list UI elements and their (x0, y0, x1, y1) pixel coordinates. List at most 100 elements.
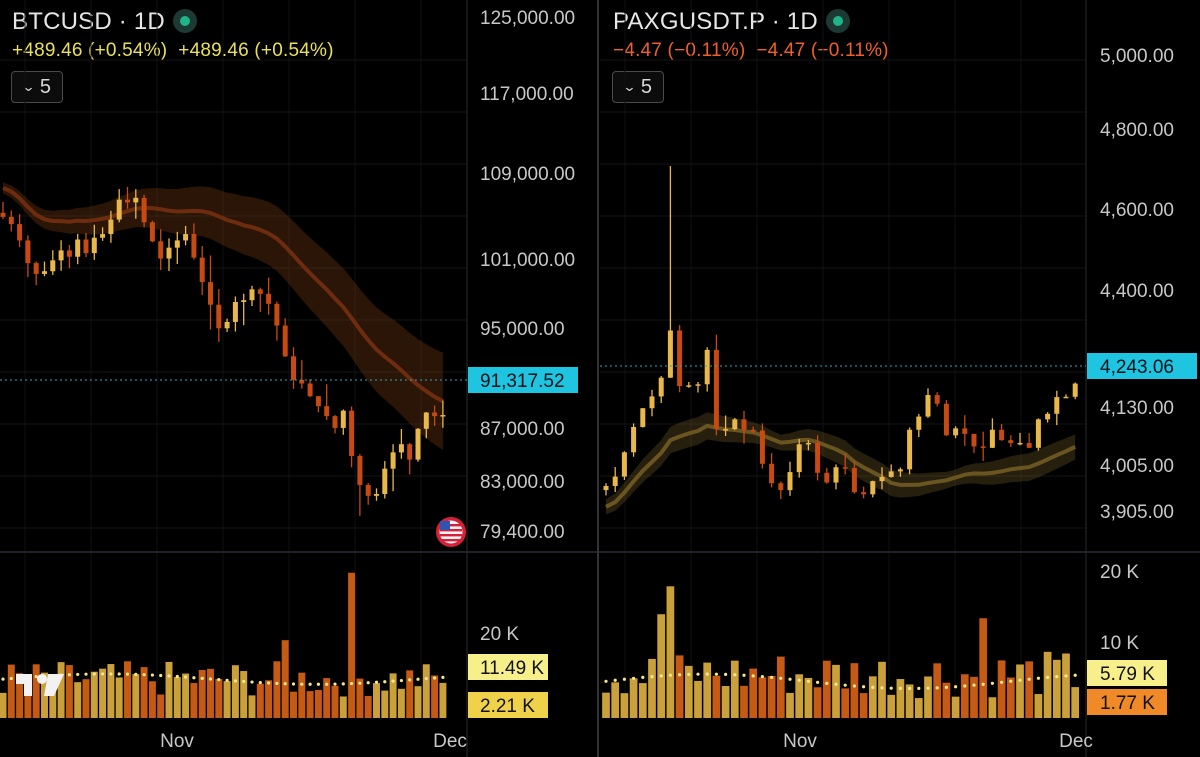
candle[interactable] (1017, 432, 1023, 446)
candle[interactable] (266, 277, 272, 315)
candle[interactable] (33, 261, 39, 286)
candles-1[interactable] (603, 165, 1078, 515)
candle[interactable] (357, 453, 363, 516)
candle[interactable] (971, 433, 977, 453)
candle[interactable] (934, 392, 940, 407)
btc-title[interactable]: BTCUSD · 1D (12, 8, 334, 36)
candle[interactable] (8, 210, 14, 232)
candle[interactable] (759, 423, 765, 469)
candle[interactable] (999, 423, 1005, 441)
candle[interactable] (241, 293, 247, 326)
candle[interactable] (713, 334, 719, 436)
candle[interactable] (879, 467, 885, 490)
candle[interactable] (100, 227, 106, 241)
candle[interactable] (1026, 433, 1032, 448)
candle[interactable] (658, 375, 664, 404)
candle[interactable] (42, 261, 47, 277)
paxg-indicators-toggle[interactable]: ⌄ 5 (612, 71, 664, 103)
candle[interactable] (332, 415, 338, 434)
candle[interactable] (274, 301, 280, 341)
candle[interactable] (704, 347, 710, 392)
candle[interactable] (432, 405, 438, 427)
candle[interactable] (667, 165, 673, 378)
candle[interactable] (603, 483, 609, 496)
candle[interactable] (324, 384, 330, 420)
candle[interactable] (621, 451, 627, 480)
candle[interactable] (365, 483, 371, 505)
candle[interactable] (208, 255, 213, 330)
candle[interactable] (0, 201, 6, 220)
candle[interactable] (833, 464, 839, 490)
candle[interactable] (851, 460, 857, 494)
candle[interactable] (374, 488, 379, 501)
candle[interactable] (291, 347, 296, 389)
candle[interactable] (796, 438, 802, 478)
candle[interactable] (415, 428, 421, 462)
volume-bars-1[interactable] (602, 586, 1080, 718)
candle[interactable] (778, 481, 784, 500)
candle[interactable] (50, 250, 56, 275)
volume-bars-0[interactable] (0, 572, 447, 718)
candle[interactable] (787, 461, 793, 496)
candle[interactable] (232, 296, 238, 332)
candle[interactable] (423, 412, 429, 439)
candle[interactable] (382, 461, 388, 499)
candle[interactable] (677, 325, 683, 393)
candle[interactable] (174, 231, 180, 264)
candle[interactable] (925, 388, 931, 418)
candle[interactable] (390, 444, 396, 492)
candle[interactable] (824, 467, 830, 484)
candle[interactable] (962, 415, 968, 446)
candle[interactable] (299, 360, 305, 389)
candle[interactable] (257, 287, 263, 313)
candle[interactable] (1063, 394, 1069, 399)
candle[interactable] (612, 467, 618, 493)
candle[interactable] (943, 400, 949, 436)
candle[interactable] (1008, 435, 1014, 447)
btc-indicators-toggle[interactable]: ⌄ 5 (11, 71, 63, 103)
paxg-title[interactable]: PAXGUSDT.P · 1D (613, 8, 889, 36)
candle[interactable] (75, 233, 81, 265)
candle[interactable] (1054, 390, 1060, 426)
candle[interactable] (980, 431, 986, 461)
candle[interactable] (842, 453, 848, 475)
candle[interactable] (108, 210, 114, 243)
candle[interactable] (723, 415, 729, 437)
candle[interactable] (66, 244, 72, 269)
candle[interactable] (125, 186, 130, 209)
candle[interactable] (199, 246, 205, 296)
candle[interactable] (695, 381, 701, 393)
candle[interactable] (282, 318, 288, 358)
candle[interactable] (897, 467, 903, 477)
candle[interactable] (953, 426, 959, 439)
candle[interactable] (888, 464, 894, 478)
candle[interactable] (741, 410, 747, 444)
candle[interactable] (989, 418, 995, 449)
candle[interactable] (58, 240, 64, 271)
candle[interactable] (307, 379, 313, 398)
candle[interactable] (907, 427, 913, 475)
candle[interactable] (916, 413, 922, 438)
candle[interactable] (631, 423, 637, 457)
candle[interactable] (83, 233, 89, 258)
candle[interactable] (1072, 382, 1078, 400)
candle[interactable] (769, 453, 775, 488)
candle[interactable] (315, 395, 321, 413)
candle[interactable] (25, 235, 31, 277)
candle[interactable] (349, 406, 355, 468)
candle[interactable] (158, 229, 164, 271)
candle[interactable] (750, 426, 756, 434)
candle[interactable] (686, 382, 692, 388)
candle[interactable] (133, 189, 139, 219)
candle[interactable] (649, 389, 655, 417)
candle[interactable] (116, 189, 122, 223)
candle[interactable] (640, 407, 646, 428)
candle[interactable] (191, 223, 197, 260)
candle[interactable] (141, 194, 147, 228)
candle[interactable] (1045, 412, 1051, 423)
candle[interactable] (870, 480, 876, 498)
candles-0[interactable] (0, 182, 446, 516)
candle[interactable] (183, 225, 189, 246)
candle[interactable] (861, 486, 867, 499)
